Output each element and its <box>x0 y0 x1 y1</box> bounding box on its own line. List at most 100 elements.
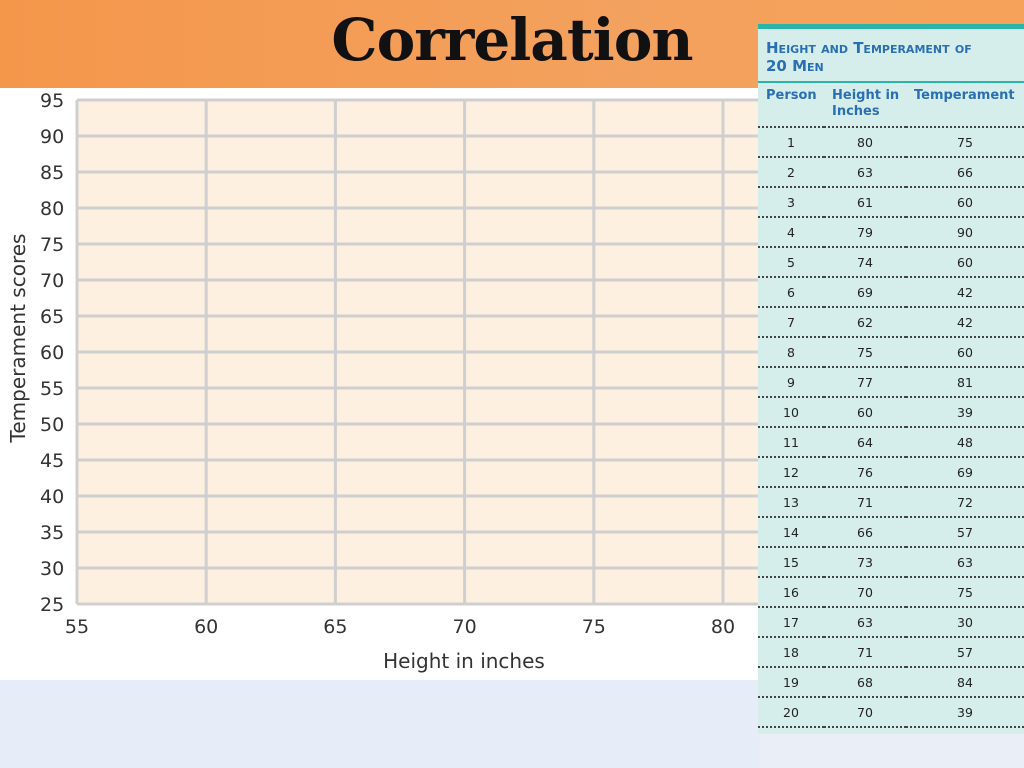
cell-height: 77 <box>824 367 906 398</box>
cell-person: 3 <box>758 187 824 218</box>
cell-person: 1 <box>758 127 824 158</box>
cell-temperament: 57 <box>906 517 1024 548</box>
cell-height: 63 <box>824 157 906 188</box>
table-title-rule <box>758 81 1024 83</box>
cell-temperament: 42 <box>906 307 1024 338</box>
y-tick-label: 25 <box>40 594 64 616</box>
y-tick-label: 80 <box>40 198 64 220</box>
cell-height: 63 <box>824 607 906 638</box>
table-row: 19 68 84 <box>758 667 1024 698</box>
chart-panel: 25 30 35 40 45 50 55 60 65 70 75 80 85 90 95 55 60 65 70 75… <box>0 88 760 680</box>
y-tick-label: 40 <box>40 486 64 508</box>
cell-person: 6 <box>758 277 824 308</box>
cell-temperament: 90 <box>906 217 1024 248</box>
cell-temperament: 30 <box>906 607 1024 638</box>
cell-height: 73 <box>824 547 906 578</box>
cell-height: 61 <box>824 187 906 218</box>
table-title-line1: Height and Temperament of <box>766 39 972 57</box>
x-tick-label: 70 <box>453 616 477 638</box>
table-row: 8 75 60 <box>758 337 1024 368</box>
table-title-line2: 20 Men <box>766 57 824 75</box>
cell-height: 70 <box>824 577 906 608</box>
table-row: 18 71 57 <box>758 637 1024 668</box>
table-row: 12 76 69 <box>758 457 1024 488</box>
table-row: 15 73 63 <box>758 547 1024 578</box>
cell-temperament: 69 <box>906 457 1024 488</box>
cell-height: 74 <box>824 247 906 278</box>
slide-title: Correlation <box>331 6 693 74</box>
x-tick-label: 80 <box>711 616 735 638</box>
y-tick-label: 70 <box>40 270 64 292</box>
cell-temperament: 39 <box>906 397 1024 428</box>
cell-temperament: 60 <box>906 187 1024 218</box>
y-tick-label: 65 <box>40 306 64 328</box>
cell-height: 70 <box>824 697 906 728</box>
y-tick-label: 75 <box>40 234 64 256</box>
cell-person: 19 <box>758 667 824 698</box>
cell-person: 13 <box>758 487 824 518</box>
cell-person: 18 <box>758 637 824 668</box>
table-row: 10 60 39 <box>758 397 1024 428</box>
cell-person: 4 <box>758 217 824 248</box>
cell-temperament: 66 <box>906 157 1024 188</box>
y-tick-label: 95 <box>40 90 64 112</box>
y-tick-label: 60 <box>40 342 64 364</box>
cell-height: 60 <box>824 397 906 428</box>
y-tick-label: 35 <box>40 522 64 544</box>
cell-person: 14 <box>758 517 824 548</box>
y-tick-label: 50 <box>40 414 64 436</box>
cell-temperament: 42 <box>906 277 1024 308</box>
table-row: 1 80 75 <box>758 127 1024 158</box>
table-row: 2 63 66 <box>758 157 1024 188</box>
column-header-person: Person <box>758 83 824 128</box>
table-top-rule <box>758 24 1024 29</box>
cell-person: 12 <box>758 457 824 488</box>
cell-person: 15 <box>758 547 824 578</box>
cell-person: 16 <box>758 577 824 608</box>
cell-height: 68 <box>824 667 906 698</box>
cell-temperament: 39 <box>906 697 1024 728</box>
column-header-height: Height in Inches <box>824 83 906 128</box>
height-temperament-table: Person Height in Inches Temperament 1 80 7… <box>758 83 1024 728</box>
x-axis-label: Height in inches <box>383 649 545 673</box>
table-row: 14 66 57 <box>758 517 1024 548</box>
cell-height: 75 <box>824 337 906 368</box>
table-row: 16 70 75 <box>758 577 1024 608</box>
column-header-temperament: Temperament <box>906 83 1024 128</box>
table-row: 11 64 48 <box>758 427 1024 458</box>
cell-temperament: 75 <box>906 127 1024 158</box>
cell-height: 62 <box>824 307 906 338</box>
cell-temperament: 60 <box>906 247 1024 278</box>
cell-person: 10 <box>758 397 824 428</box>
table-header-row: Person Height in Inches Temperament <box>758 83 1024 128</box>
scatter-chart: 25 30 35 40 45 50 55 60 65 70 75 80 85 90 95 55 60 65 70 75… <box>6 90 760 673</box>
table-row: 4 79 90 <box>758 217 1024 248</box>
cell-person: 2 <box>758 157 824 188</box>
x-tick-label: 65 <box>323 616 347 638</box>
x-tick-label: 60 <box>194 616 218 638</box>
cell-temperament: 48 <box>906 427 1024 458</box>
table-row: 6 69 42 <box>758 277 1024 308</box>
table-row: 17 63 30 <box>758 607 1024 638</box>
cell-height: 71 <box>824 637 906 668</box>
cell-height: 66 <box>824 517 906 548</box>
cell-height: 64 <box>824 427 906 458</box>
cell-person: 5 <box>758 247 824 278</box>
cell-temperament: 84 <box>906 667 1024 698</box>
x-tick-label: 55 <box>65 616 89 638</box>
cell-height: 79 <box>824 217 906 248</box>
cell-temperament: 75 <box>906 577 1024 608</box>
table-row: 5 74 60 <box>758 247 1024 278</box>
y-tick-label: 90 <box>40 126 64 148</box>
table-row: 9 77 81 <box>758 367 1024 398</box>
y-tick-label: 85 <box>40 162 64 184</box>
table-row: 7 62 42 <box>758 307 1024 338</box>
cell-temperament: 60 <box>906 337 1024 368</box>
y-axis-label: Temperament scores <box>6 234 30 444</box>
cell-temperament: 72 <box>906 487 1024 518</box>
x-tick-label: 75 <box>582 616 606 638</box>
cell-person: 11 <box>758 427 824 458</box>
table-row: 3 61 60 <box>758 187 1024 218</box>
table-row: 20 70 39 <box>758 697 1024 728</box>
cell-person: 7 <box>758 307 824 338</box>
